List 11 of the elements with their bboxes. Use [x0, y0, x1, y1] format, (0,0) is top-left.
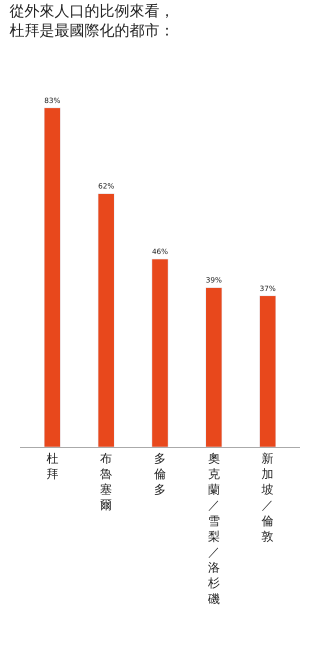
x-tick-label: 杜拜 — [46, 451, 58, 481]
bar — [152, 258, 168, 447]
bar — [206, 287, 222, 447]
category-label: 奧克蘭／雪梨／洛杉磯 — [208, 451, 220, 606]
x-tick-label: 新加坡／倫敦 — [260, 451, 274, 544]
bar — [98, 193, 114, 447]
bar — [259, 296, 276, 447]
bar — [44, 108, 61, 447]
x-tick-label: 布魯塞爾 — [100, 451, 112, 512]
chart-title: 從外來人口的比例來看，杜拜是最國際化的都市： — [10, 2, 175, 40]
x-tick-label: 多倫多 — [153, 451, 166, 497]
